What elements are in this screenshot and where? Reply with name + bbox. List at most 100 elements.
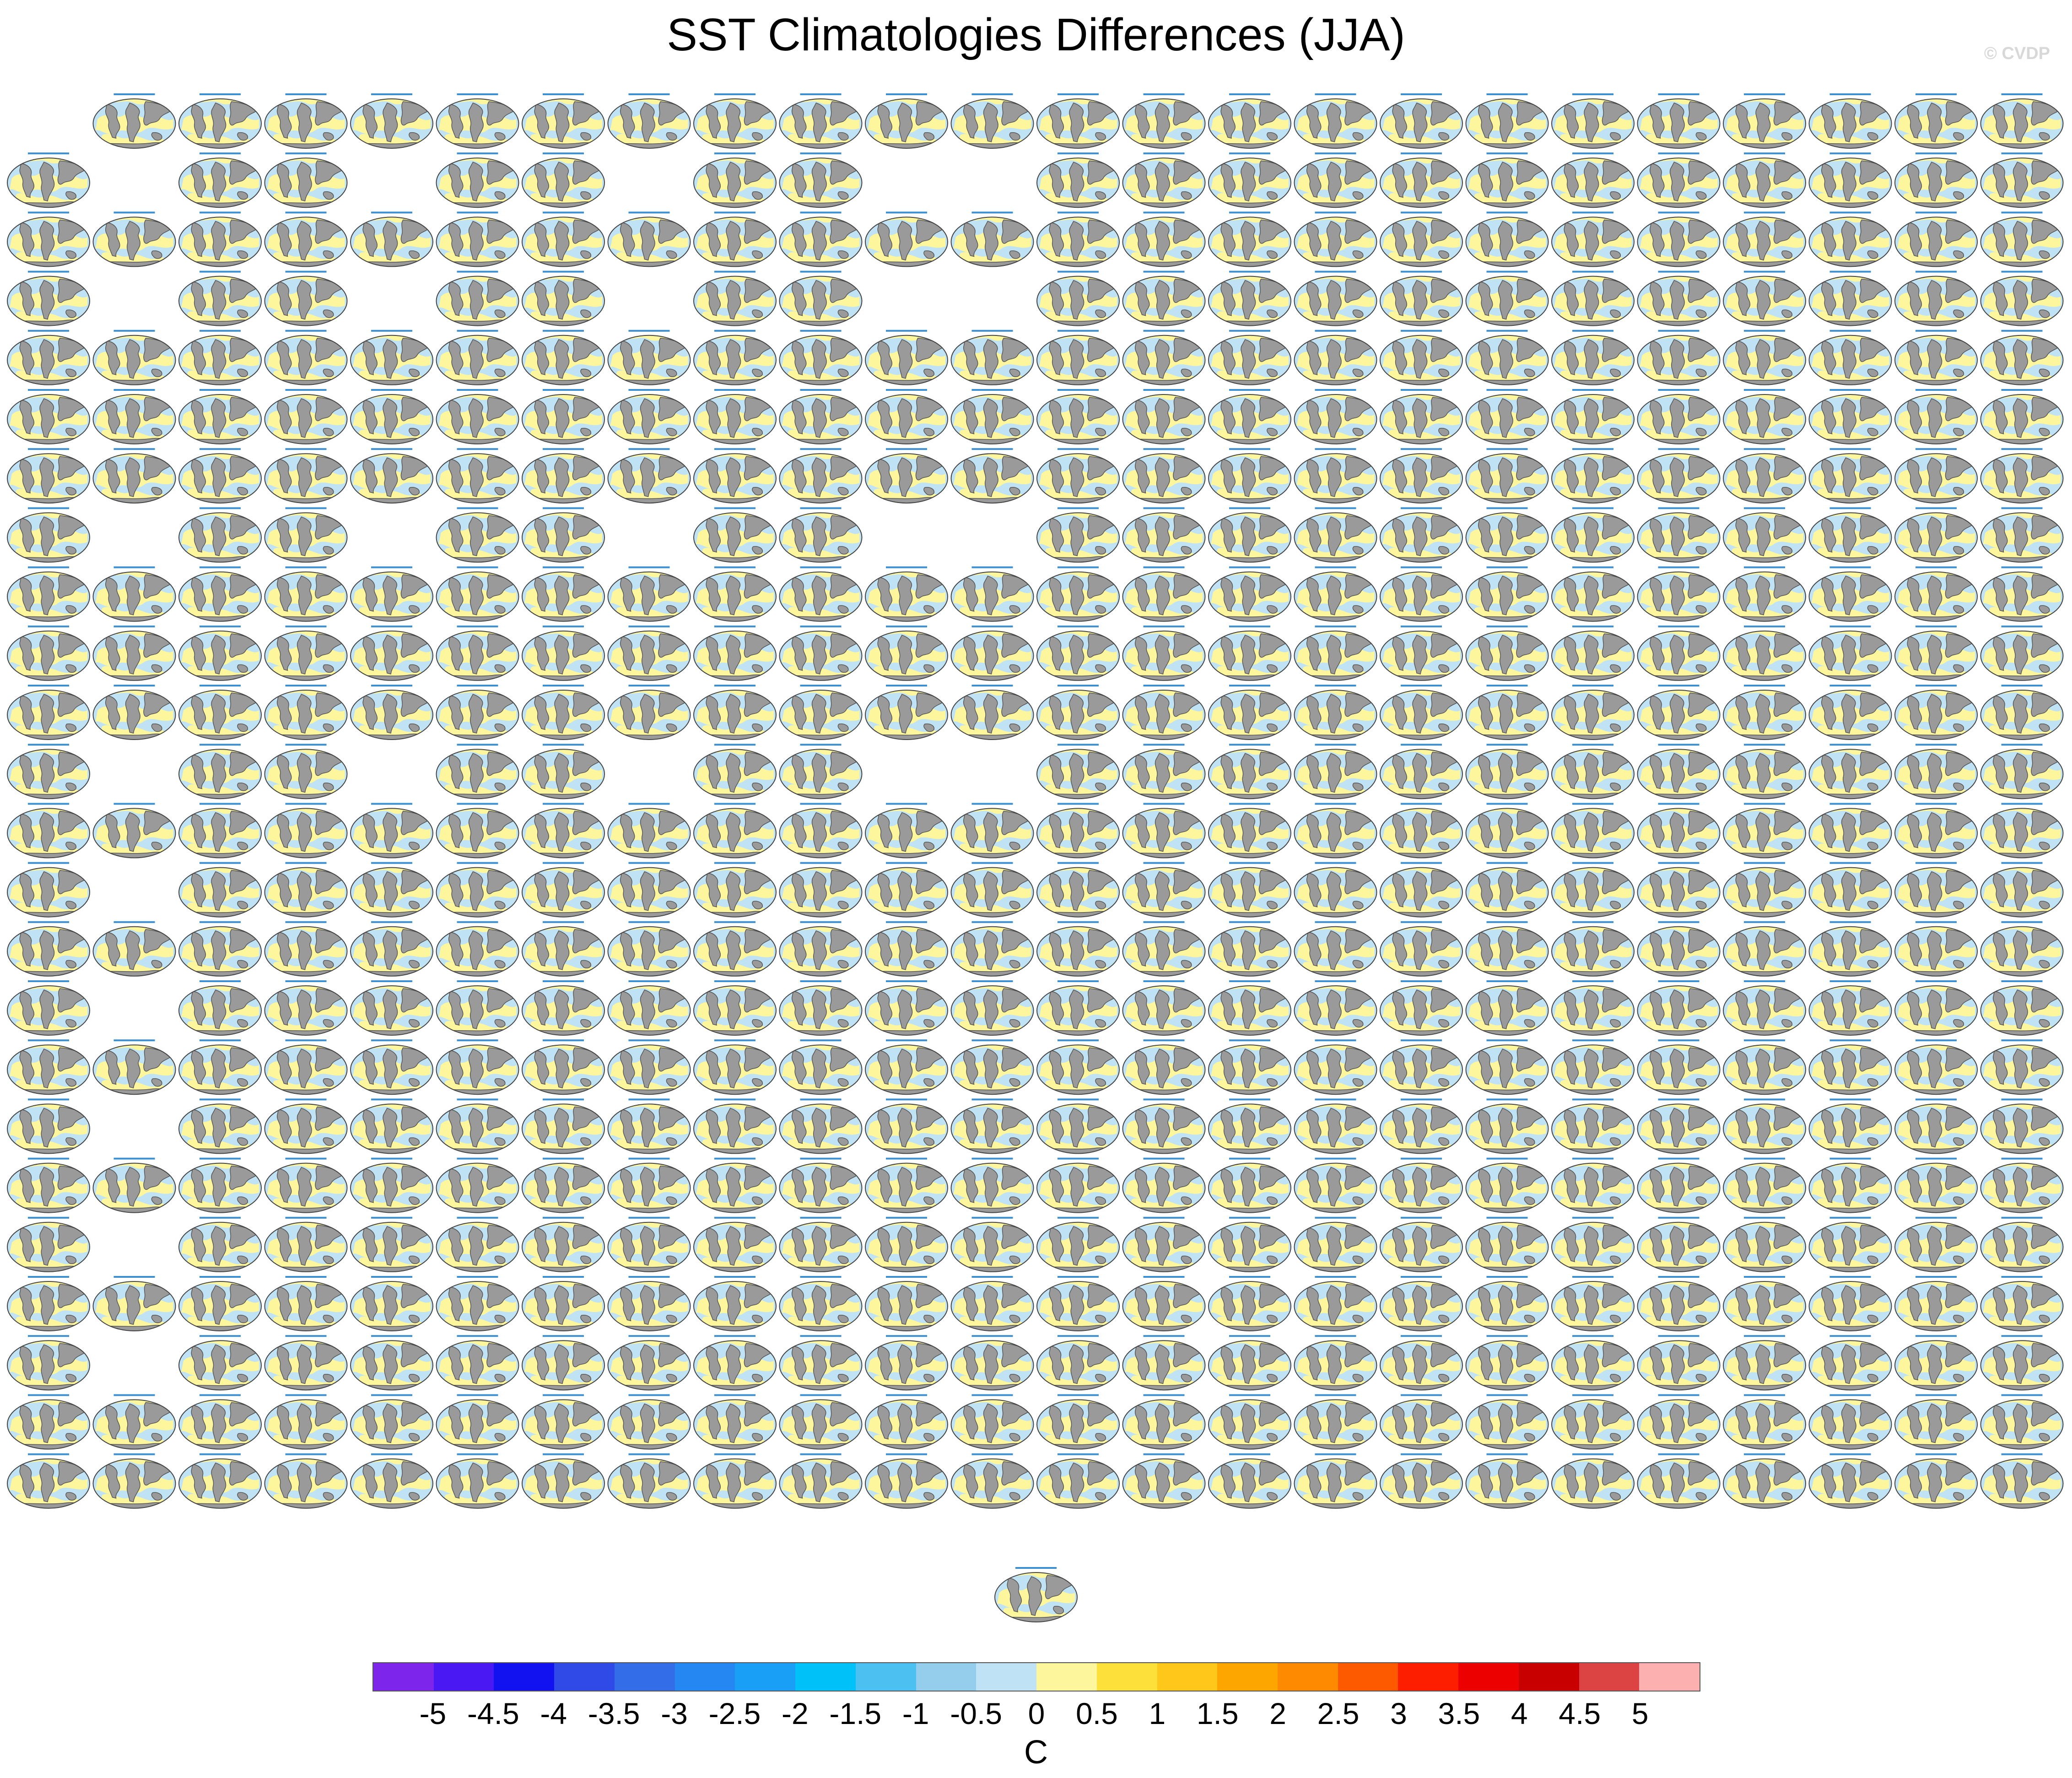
map-panel <box>1209 921 1291 979</box>
map-panel <box>1037 211 1119 269</box>
map-panel <box>1809 330 1892 388</box>
map-panel <box>1895 862 1977 920</box>
map-panel <box>1380 507 1462 565</box>
map-panel <box>1209 626 1291 683</box>
map-panel <box>1209 448 1291 506</box>
map-panel <box>608 921 691 979</box>
colorbar-tick-label: -2.5 <box>708 1697 761 1730</box>
colorbar-tick-label: 0 <box>1028 1697 1045 1730</box>
map-panel <box>951 1394 1034 1452</box>
map-panel <box>1037 448 1119 506</box>
map-panel <box>694 1276 776 1334</box>
map-panel <box>1809 1158 1892 1216</box>
colorbar-tick-label: -2 <box>782 1697 809 1730</box>
map-panel <box>351 1394 433 1452</box>
map-panel <box>437 1276 519 1334</box>
map-panel <box>951 685 1034 742</box>
map-panel <box>179 1335 261 1393</box>
colorbar-swatch <box>1278 1663 1338 1691</box>
map-panel <box>351 1158 433 1216</box>
map-panel <box>1123 1394 1205 1452</box>
map-panel <box>1466 93 1549 151</box>
map-panel <box>179 1217 261 1275</box>
map-panel <box>1981 389 2063 447</box>
map-panel <box>7 152 90 210</box>
map-panel <box>1552 685 1634 742</box>
map-panel <box>608 1098 691 1156</box>
map-panel <box>1380 626 1462 683</box>
map-panel <box>179 980 261 1038</box>
colorbar-tick-label: 4 <box>1511 1697 1528 1730</box>
map-panel <box>1723 330 1806 388</box>
map-panel <box>7 803 90 860</box>
map-panel <box>780 744 862 801</box>
map-panel <box>780 685 862 742</box>
map-panel <box>865 93 948 151</box>
map-panel <box>522 1454 604 1511</box>
map-panel <box>1895 152 1977 210</box>
map-panel <box>1552 1039 1634 1097</box>
map-panel <box>1295 1454 1377 1511</box>
map-panel <box>7 980 90 1038</box>
map-panel <box>865 1039 948 1097</box>
map-panel <box>351 1454 433 1511</box>
map-panel <box>780 862 862 920</box>
colorbar-tick-label: -3 <box>661 1697 688 1730</box>
map-panel <box>1638 211 1720 269</box>
colorbar-tick-label: 5 <box>1631 1697 1649 1730</box>
map-panel <box>1037 1335 1119 1393</box>
map-panel <box>7 1335 90 1393</box>
map-panel <box>1295 744 1377 801</box>
map-panel <box>1037 744 1119 801</box>
map-panel <box>1380 1454 1462 1511</box>
map-panel <box>1638 626 1720 683</box>
map-panel <box>1723 862 1806 920</box>
map-panel <box>608 1276 691 1334</box>
map-panel <box>1895 980 1977 1038</box>
map-panel <box>7 211 90 269</box>
map-panel <box>1037 1039 1119 1097</box>
map-panel <box>694 1098 776 1156</box>
colorbar-swatch <box>1639 1663 1700 1691</box>
colorbar-swatch <box>554 1663 615 1691</box>
map-panel <box>1466 330 1549 388</box>
map-panel <box>265 626 347 683</box>
map-panel <box>1552 152 1634 210</box>
map-panel <box>351 1335 433 1393</box>
map-panel <box>522 507 604 565</box>
map-panel <box>179 1394 261 1452</box>
map-panel <box>265 567 347 624</box>
map-panel <box>1380 980 1462 1038</box>
map-panel <box>351 93 433 151</box>
map-panel <box>7 1039 90 1097</box>
map-panel <box>694 1039 776 1097</box>
map-panel <box>1638 1217 1720 1275</box>
colorbar-units: C <box>1024 1734 1048 1771</box>
map-panel <box>265 152 347 210</box>
map-panel <box>951 1098 1034 1156</box>
map-panel <box>865 862 948 920</box>
map-panel <box>1037 1158 1119 1216</box>
map-panel <box>1723 271 1806 329</box>
map-panel <box>7 271 90 329</box>
map-panel <box>1981 980 2063 1038</box>
map-panel <box>522 330 604 388</box>
map-panel <box>1809 685 1892 742</box>
map-panel <box>1295 389 1377 447</box>
map-panel <box>1123 1158 1205 1216</box>
map-panel <box>179 921 261 979</box>
map-panel <box>1723 389 1806 447</box>
map-panel <box>608 1394 691 1452</box>
map-panel <box>1809 980 1892 1038</box>
map-panel <box>1552 448 1634 506</box>
map-panel <box>1981 152 2063 210</box>
map-panel <box>437 1454 519 1511</box>
map-panel <box>1380 1394 1462 1452</box>
map-panel <box>179 862 261 920</box>
colorbar-tick-label: 1.5 <box>1196 1697 1239 1730</box>
map-panel <box>608 980 691 1038</box>
map-panel <box>865 389 948 447</box>
map-panel <box>1037 980 1119 1038</box>
map-panel <box>1037 507 1119 565</box>
map-panel <box>1552 980 1634 1038</box>
